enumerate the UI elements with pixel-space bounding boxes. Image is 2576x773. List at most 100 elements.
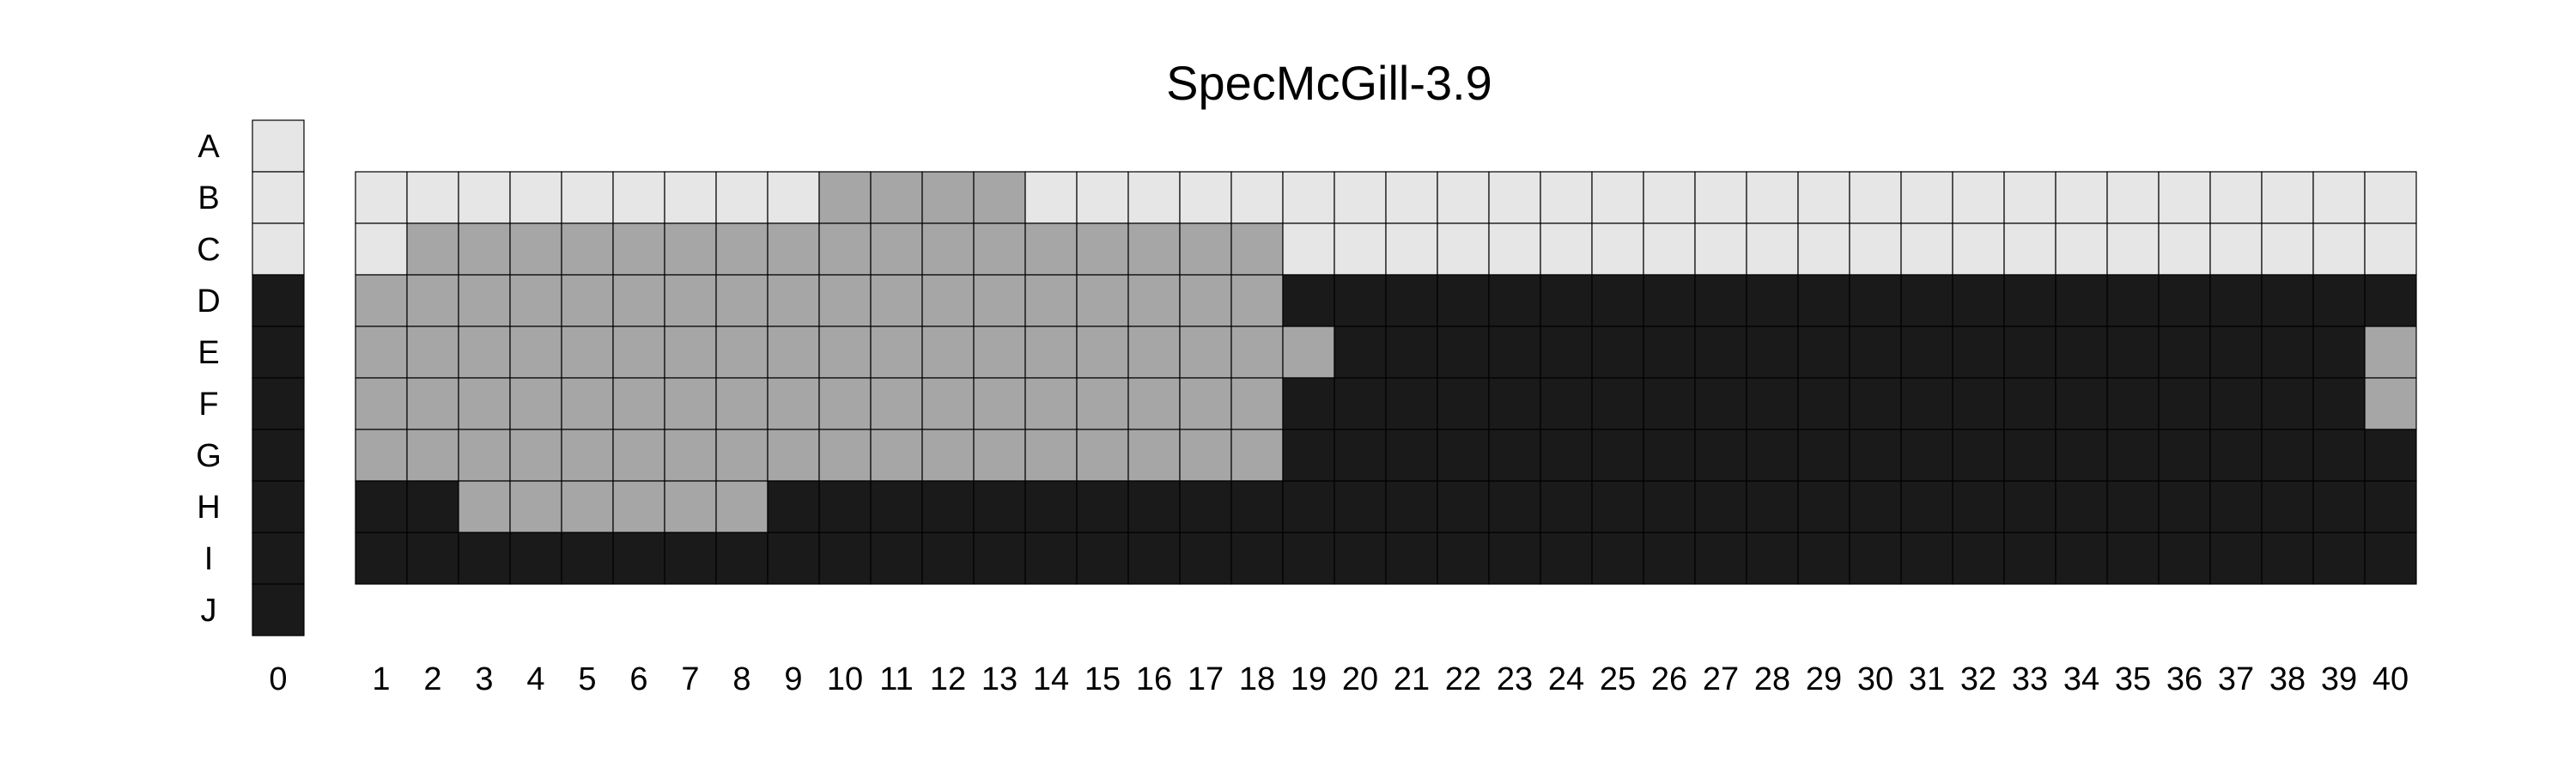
cell-27-D [1694,274,1747,327]
column-label-36: 36 [2166,661,2202,697]
cell-11-F [870,377,923,430]
cell-9-H [767,480,820,533]
cell-23-G [1488,429,1541,482]
cell-8-F [715,377,769,430]
cell-17-I [1179,532,1232,585]
cell-0-I [252,532,305,585]
cell-26-H [1643,480,1696,533]
cell-37-I [2209,532,2263,585]
cell-24-I [1540,532,1593,585]
cell-4-C [509,222,562,276]
cell-20-G [1334,429,1387,482]
row-label-G: G [196,438,222,474]
cell-9-C [767,222,820,276]
cell-7-F [664,377,717,430]
cell-10-D [818,274,872,327]
cell-8-C [715,222,769,276]
cell-40-E [2364,326,2417,379]
cell-1-I [355,532,408,585]
cell-5-I [561,532,614,585]
cell-8-E [715,326,769,379]
cell-18-E [1230,326,1284,379]
cell-18-H [1230,480,1284,533]
cell-40-C [2364,222,2417,276]
column-label-6: 6 [629,661,647,697]
cell-31-B [1900,171,1953,224]
cell-8-I [715,532,769,585]
cell-23-F [1488,377,1541,430]
column-label-13: 13 [981,661,1018,697]
cell-13-E [973,326,1026,379]
cell-5-F [561,377,614,430]
column-label-19: 19 [1291,661,1327,697]
cell-22-B [1437,171,1490,224]
cell-30-C [1849,222,1902,276]
cell-27-H [1694,480,1747,533]
cell-4-B [509,171,562,224]
cell-19-E [1282,326,1335,379]
cell-6-H [612,480,665,533]
cell-3-H [458,480,511,533]
cell-20-D [1334,274,1387,327]
cell-11-D [870,274,923,327]
cell-30-I [1849,532,1902,585]
cell-15-I [1076,532,1129,585]
cell-4-F [509,377,562,430]
cell-40-I [2364,532,2417,585]
cell-40-H [2364,480,2417,533]
cell-35-D [2106,274,2160,327]
cell-27-I [1694,532,1747,585]
cell-26-B [1643,171,1696,224]
cell-32-H [1952,480,2005,533]
cell-39-F [2312,377,2366,430]
cell-38-B [2261,171,2314,224]
cell-25-G [1591,429,1644,482]
cell-7-I [664,532,717,585]
cell-35-B [2106,171,2160,224]
cell-4-E [509,326,562,379]
cell-19-G [1282,429,1335,482]
cell-35-E [2106,326,2160,379]
cell-5-D [561,274,614,327]
cell-9-G [767,429,820,482]
column-label-35: 35 [2115,661,2151,697]
cell-39-E [2312,326,2366,379]
column-zero [252,119,305,636]
cell-11-I [870,532,923,585]
cell-2-E [406,326,459,379]
cell-34-H [2055,480,2108,533]
cell-3-I [458,532,511,585]
cell-13-C [973,222,1026,276]
column-label-30: 30 [1857,661,1893,697]
cell-31-F [1900,377,1953,430]
cell-38-E [2261,326,2314,379]
cell-34-I [2055,532,2108,585]
cell-37-D [2209,274,2263,327]
cell-26-D [1643,274,1696,327]
cell-11-H [870,480,923,533]
cell-36-B [2158,171,2211,224]
cell-11-B [870,171,923,224]
cell-1-F [355,377,408,430]
cell-33-D [2003,274,2057,327]
cell-22-H [1437,480,1490,533]
cell-11-C [870,222,923,276]
cell-36-I [2158,532,2211,585]
column-label-28: 28 [1754,661,1790,697]
cell-22-F [1437,377,1490,430]
cell-17-F [1179,377,1232,430]
cell-32-B [1952,171,2005,224]
cell-12-G [921,429,975,482]
column-label-2: 2 [423,661,441,697]
cell-4-I [509,532,562,585]
cell-18-G [1230,429,1284,482]
cell-1-C [355,222,408,276]
cell-17-C [1179,222,1232,276]
cell-2-G [406,429,459,482]
cell-31-I [1900,532,1953,585]
row-label-C: C [197,232,220,268]
column-label-16: 16 [1136,661,1172,697]
cell-34-F [2055,377,2108,430]
column-label-7: 7 [681,661,699,697]
cell-38-F [2261,377,2314,430]
